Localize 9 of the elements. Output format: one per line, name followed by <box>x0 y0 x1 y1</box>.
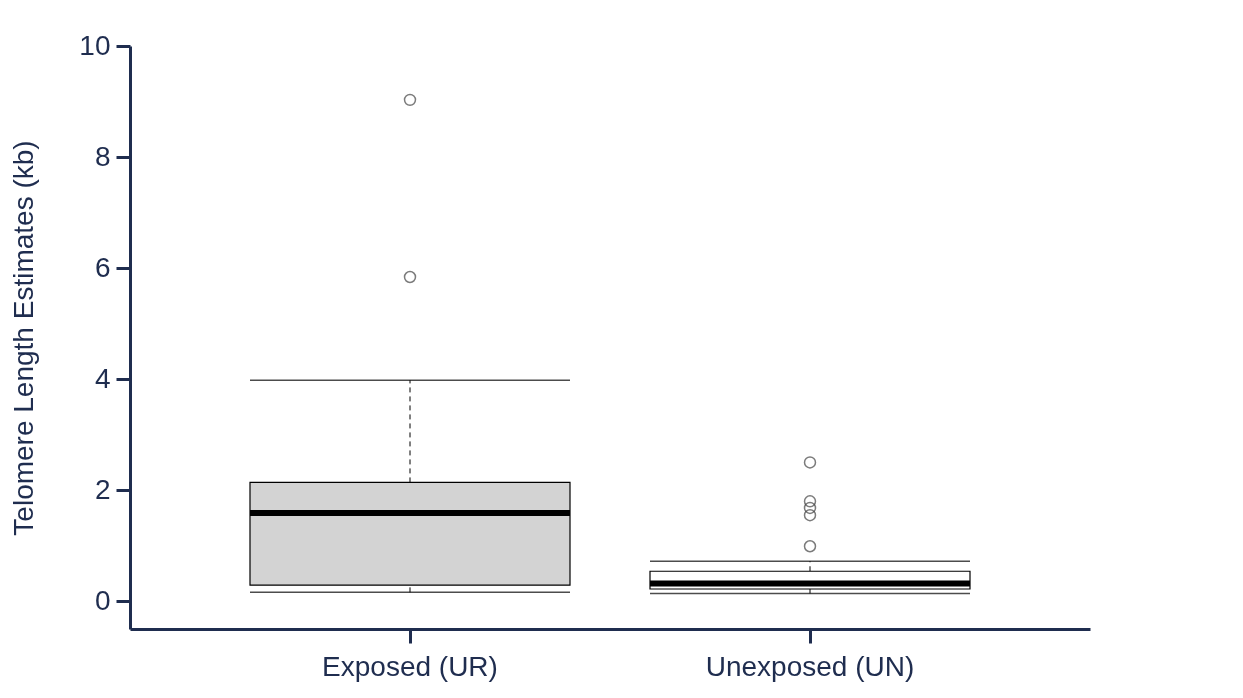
y-tick-label: 10 <box>79 29 111 61</box>
y-tick-label: 0 <box>94 584 111 616</box>
y-tick-label: 2 <box>94 473 111 505</box>
y-axis-title: Telomere Length Estimates (kb) <box>8 140 40 536</box>
x-tick-label: Exposed (UR) <box>322 650 498 682</box>
y-tick-label: 4 <box>94 362 111 394</box>
y-tick-label: 8 <box>94 140 111 172</box>
y-tick-label: 6 <box>94 251 111 283</box>
x-tick-label: Unexposed (UN) <box>705 650 915 682</box>
